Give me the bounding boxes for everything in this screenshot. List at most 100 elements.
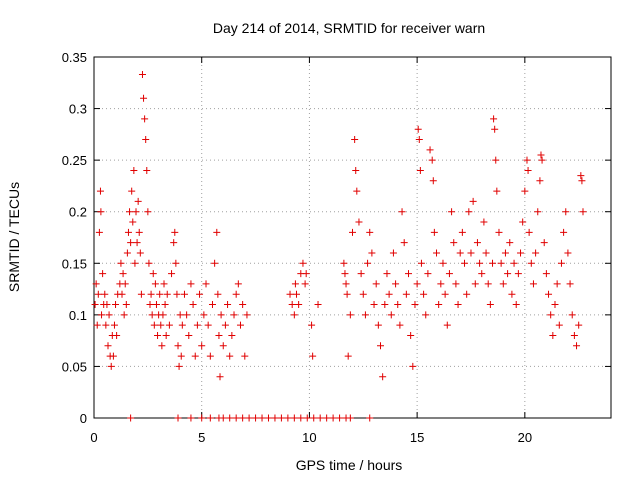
data-point-zero bbox=[366, 414, 374, 422]
data-point bbox=[426, 146, 434, 154]
data-point bbox=[151, 280, 159, 288]
data-point bbox=[148, 311, 156, 319]
data-point bbox=[107, 362, 115, 370]
data-point bbox=[429, 177, 437, 185]
data-point bbox=[527, 259, 535, 267]
data-point bbox=[357, 270, 365, 278]
data-point bbox=[564, 249, 572, 257]
data-point bbox=[180, 290, 188, 298]
data-point bbox=[292, 290, 300, 298]
data-point bbox=[551, 301, 559, 309]
data-point-zero bbox=[174, 414, 182, 422]
data-point bbox=[128, 187, 136, 195]
data-point bbox=[176, 311, 184, 319]
data-point bbox=[560, 228, 568, 236]
data-point bbox=[506, 239, 514, 247]
data-point bbox=[208, 301, 216, 309]
data-point bbox=[389, 249, 397, 257]
data-point bbox=[133, 239, 141, 247]
data-point bbox=[491, 125, 499, 133]
data-point bbox=[177, 352, 185, 360]
data-point bbox=[288, 301, 296, 309]
data-point bbox=[368, 249, 376, 257]
data-point bbox=[221, 321, 229, 329]
data-point bbox=[157, 321, 165, 329]
grid bbox=[94, 57, 611, 418]
data-point bbox=[557, 259, 565, 267]
y-tick-label: 0.05 bbox=[62, 359, 87, 374]
data-point bbox=[575, 321, 583, 329]
data-point bbox=[433, 249, 441, 257]
data-point bbox=[91, 301, 99, 309]
y-tick-label: 0.3 bbox=[69, 102, 87, 117]
data-point bbox=[204, 321, 212, 329]
data-point-zero bbox=[284, 414, 292, 422]
data-point-zero bbox=[297, 414, 305, 422]
data-point bbox=[314, 301, 322, 309]
data-point bbox=[562, 208, 570, 216]
data-point bbox=[529, 280, 537, 288]
data-point bbox=[402, 290, 410, 298]
data-point bbox=[239, 301, 247, 309]
data-point bbox=[122, 301, 130, 309]
data-point bbox=[117, 259, 125, 267]
data-point bbox=[146, 301, 154, 309]
data-point bbox=[236, 321, 244, 329]
data-point bbox=[120, 311, 128, 319]
data-point bbox=[343, 290, 351, 298]
data-point bbox=[409, 362, 417, 370]
y-axis-label: SRMTID / TECUs bbox=[6, 182, 22, 292]
data-point-zero bbox=[277, 414, 285, 422]
data-point-zero bbox=[258, 414, 266, 422]
y-tick-label: 0.2 bbox=[69, 205, 87, 220]
data-point bbox=[291, 280, 299, 288]
data-point bbox=[131, 259, 139, 267]
data-point bbox=[568, 311, 576, 319]
data-point bbox=[217, 311, 225, 319]
data-point bbox=[228, 331, 236, 339]
data-point bbox=[385, 290, 393, 298]
data-point bbox=[342, 280, 350, 288]
data-point bbox=[299, 259, 307, 267]
data-point bbox=[132, 208, 140, 216]
data-point bbox=[579, 208, 587, 216]
data-point-zero bbox=[206, 414, 214, 422]
data-point bbox=[173, 290, 181, 298]
data-point bbox=[366, 228, 374, 236]
data-point bbox=[461, 259, 469, 267]
x-tick-label: 20 bbox=[518, 430, 532, 445]
data-point-zero bbox=[290, 414, 298, 422]
data-point bbox=[508, 290, 516, 298]
data-point bbox=[377, 342, 385, 350]
data-point bbox=[172, 259, 180, 267]
data-point bbox=[521, 187, 529, 195]
data-point bbox=[165, 321, 173, 329]
data-point bbox=[524, 166, 532, 174]
data-point bbox=[417, 259, 425, 267]
data-point bbox=[113, 331, 121, 339]
axis-ticks: 0 0.05 0.1 0.15 0.2 0.25 0.3 0.35 0 5 10 15 20 bbox=[62, 50, 611, 445]
data-point bbox=[162, 331, 170, 339]
data-point bbox=[471, 280, 479, 288]
data-point bbox=[422, 311, 430, 319]
y-tick-label: 0.15 bbox=[62, 256, 87, 271]
data-point bbox=[437, 280, 445, 288]
data-point bbox=[473, 239, 481, 247]
data-point bbox=[158, 342, 166, 350]
data-point bbox=[232, 290, 240, 298]
data-point bbox=[398, 208, 406, 216]
data-point bbox=[519, 218, 527, 226]
x-axis-label: GPS time / hours bbox=[296, 457, 403, 473]
data-point bbox=[163, 290, 171, 298]
data-point-zero bbox=[232, 414, 240, 422]
data-point bbox=[215, 331, 223, 339]
data-point bbox=[534, 208, 542, 216]
data-point bbox=[301, 280, 309, 288]
data-point-zero bbox=[219, 414, 227, 422]
data-point bbox=[540, 239, 548, 247]
data-point bbox=[140, 94, 148, 102]
data-point bbox=[136, 249, 144, 257]
x-tick-label: 0 bbox=[90, 430, 97, 445]
x-tick-label: 5 bbox=[198, 430, 205, 445]
data-point bbox=[510, 259, 518, 267]
